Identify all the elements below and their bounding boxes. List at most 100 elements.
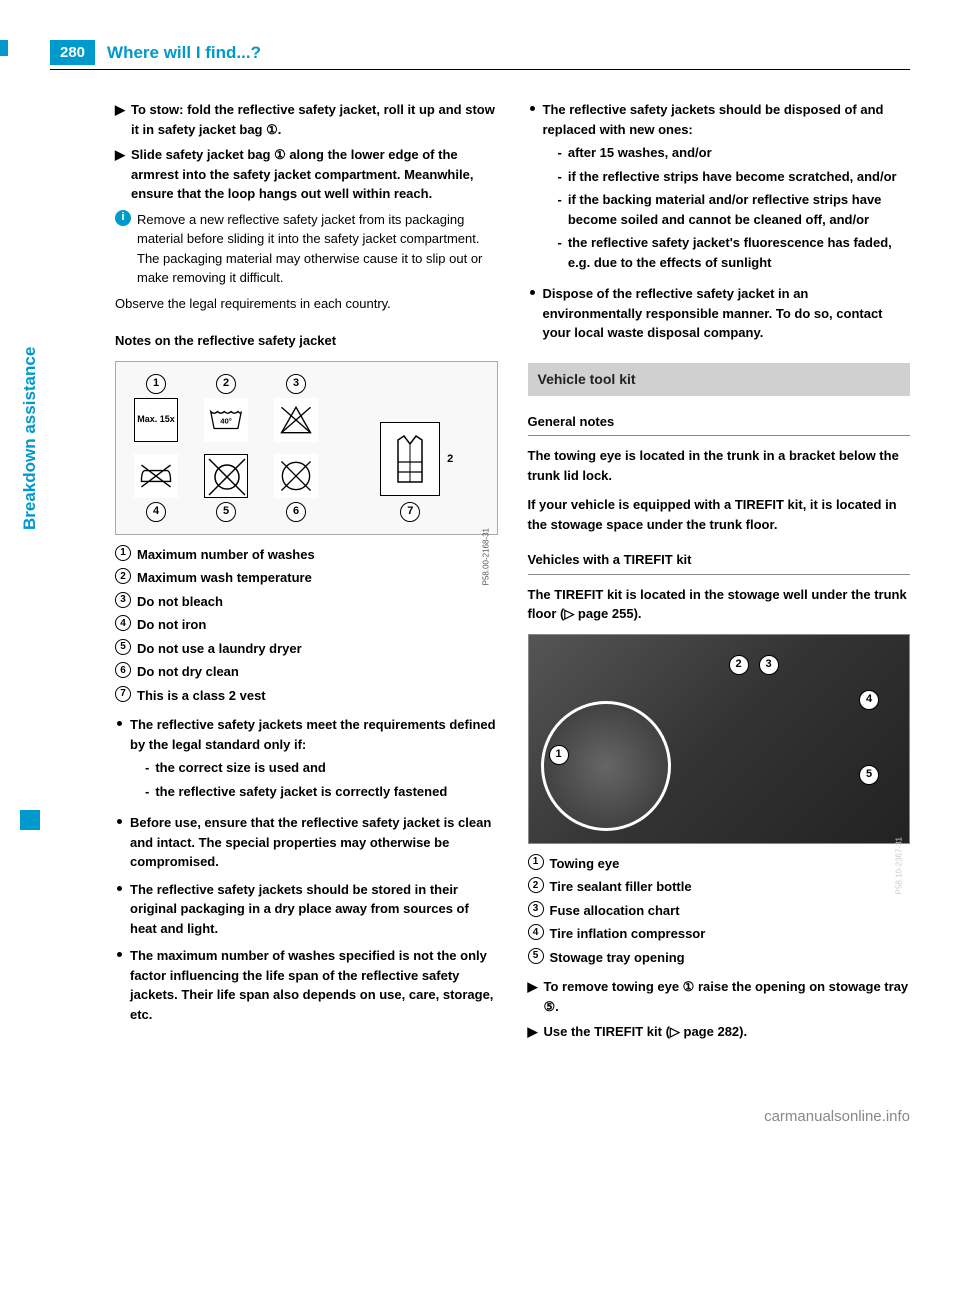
diagram-num-7: 7 — [400, 502, 420, 522]
instruction-text: Slide safety jacket bag ① along the lowe… — [131, 145, 498, 204]
bullet-text: Dispose of the reflective safety jacket … — [543, 284, 911, 343]
max-washes-icon: Max. 15x — [134, 398, 178, 442]
no-bleach-icon — [274, 398, 318, 442]
photo-num-1: 1 — [549, 745, 569, 765]
legend-row-2: 2 Maximum wash temperature — [115, 568, 498, 588]
legend-num-5: 5 — [115, 639, 131, 655]
bullet-text-content: The reflective safety jackets meet the r… — [130, 717, 496, 752]
sub-bullet-text: if the reflective strips have become scr… — [568, 167, 910, 187]
content-columns: ▶ To stow: fold the reflective safety ja… — [115, 100, 910, 1048]
side-tab-marker — [20, 810, 40, 830]
bullet-text: The maximum number of washes specified i… — [130, 946, 498, 1024]
diagram-num-3: 3 — [286, 374, 306, 394]
legend-text: Tire sealant filler bottle — [550, 877, 911, 897]
photo-code: P58.10-2367-31 — [893, 837, 905, 894]
care-label-diagram: 1 Max. 15x 2 40° 3 — [115, 361, 498, 535]
triangle-icon: ▶ — [115, 100, 125, 139]
dash-icon: - — [145, 758, 149, 778]
legend2-num-4: 4 — [528, 924, 544, 940]
legend-text: Fuse allocation chart — [550, 901, 911, 921]
legend-num-2: 2 — [115, 568, 131, 584]
legend-text: Do not use a laundry dryer — [137, 639, 498, 659]
instruction-remove-eye: ▶ To remove towing eye ① raise the openi… — [528, 977, 911, 1016]
legend2-num-3: 3 — [528, 901, 544, 917]
diagram-num-5: 5 — [216, 502, 236, 522]
diagram-num-2: 2 — [216, 374, 236, 394]
legend2-num-5: 5 — [528, 948, 544, 964]
legend-text: Do not iron — [137, 615, 498, 635]
paragraph-tirefit-well: The TIREFIT kit is located in the stowag… — [528, 585, 911, 624]
dash-icon: - — [558, 233, 562, 272]
bullet-icon — [117, 886, 122, 891]
legend-row-5: 5 Do not use a laundry dryer — [115, 639, 498, 659]
legend2-num-1: 1 — [528, 854, 544, 870]
no-iron-icon — [134, 454, 178, 498]
svg-text:40°: 40° — [220, 416, 232, 425]
legend-row-1: 1Maximum number of washes — [115, 545, 498, 565]
vest-class-icon: 2 — [380, 422, 440, 496]
legend-num-3: 3 — [115, 592, 131, 608]
bullet-icon — [117, 721, 122, 726]
legend-row-4: 4 Do not iron — [115, 615, 498, 635]
photo-num-4: 4 — [859, 690, 879, 710]
legend2-num-2: 2 — [528, 877, 544, 893]
vest-class-number: 2 — [447, 451, 453, 468]
bullet-text-content: The reflective safety jackets should be … — [543, 102, 884, 137]
max-washes-text: Max. 15x — [137, 413, 175, 427]
legend2-row-1: 1 Towing eye — [528, 854, 911, 874]
page-number: 280 — [50, 40, 95, 65]
info-icon: i — [115, 210, 131, 226]
instruction-use-tirefit: ▶ Use the TIREFIT kit (▷ page 282). — [528, 1022, 911, 1042]
subhead-notes: Notes on the reflective safety jacket — [115, 331, 498, 351]
paragraph-legal: Observe the legal requirements in each c… — [115, 294, 498, 314]
dash-icon: - — [558, 143, 562, 163]
left-column: ▶ To stow: fold the reflective safety ja… — [115, 100, 498, 1048]
triangle-icon: ▶ — [528, 977, 538, 1016]
legend-row-3: 3 Do not bleach — [115, 592, 498, 612]
photo-num-5: 5 — [859, 765, 879, 785]
sub-bullet-text: if the backing material and/or reflectiv… — [568, 190, 910, 229]
triangle-icon: ▶ — [528, 1022, 538, 1042]
instruction-stow: ▶ To stow: fold the reflective safety ja… — [115, 100, 498, 139]
bullet-icon — [117, 819, 122, 824]
page-title: Where will I find...? — [107, 43, 261, 63]
triangle-icon: ▶ — [115, 145, 125, 204]
legend-text: Stowage tray opening — [550, 948, 911, 968]
legend-row-7: 7This is a class 2 vest — [115, 686, 498, 706]
paragraph-towing-eye: The towing eye is located in the trunk i… — [528, 446, 911, 485]
info-note: i Remove a new reflective safety jacket … — [115, 210, 498, 288]
bullet-icon — [530, 106, 535, 111]
photo-num-2: 2 — [729, 655, 749, 675]
sub-bullet-text: the correct size is used and — [155, 758, 497, 778]
bullet-text: The reflective safety jackets should be … — [543, 100, 911, 276]
legend-num-4: 4 — [115, 615, 131, 631]
bullet-icon — [117, 952, 122, 957]
legend-text: Maximum wash temperature — [137, 568, 498, 588]
section-bar-toolkit: Vehicle tool kit — [528, 363, 911, 396]
legend-text: Maximum number of washes — [137, 545, 498, 565]
page-header: 280 Where will I find...? — [50, 40, 910, 70]
bullet-list-disposal: The reflective safety jackets should be … — [528, 100, 911, 343]
legend-num-7: 7 — [115, 686, 131, 702]
paragraph-tirefit-location: If your vehicle is equipped with a TIREF… — [528, 495, 911, 534]
legend-text: Do not bleach — [137, 592, 498, 612]
legend-text: Towing eye — [550, 854, 911, 874]
footer-domain: carmanualsonline.info — [0, 1108, 960, 1125]
bullet-text: The reflective safety jackets should be … — [130, 880, 498, 939]
diagram-num-6: 6 — [286, 502, 306, 522]
right-column: The reflective safety jackets should be … — [528, 100, 911, 1048]
legend2-row-2: 2 Tire sealant filler bottle — [528, 877, 911, 897]
wash-temp-icon: 40° — [204, 398, 248, 442]
no-dryclean-icon — [274, 454, 318, 498]
legend2-row-5: 5 Stowage tray opening — [528, 948, 911, 968]
trunk-photo-diagram: 1 2 3 4 5 P58.10-2367-31 — [528, 634, 911, 844]
bullet-icon — [530, 290, 535, 295]
instruction-text: To stow: fold the reflective safety jack… — [131, 100, 498, 139]
side-tab-label: Breakdown assistance — [20, 347, 40, 530]
no-dryer-icon — [204, 454, 248, 498]
legend-text: Do not dry clean — [137, 662, 498, 682]
subhead-general: General notes — [528, 412, 911, 437]
diagram-num-1: 1 — [146, 374, 166, 394]
legend-num-6: 6 — [115, 662, 131, 678]
diagram-code: P58.00-2168-31 — [481, 528, 493, 585]
